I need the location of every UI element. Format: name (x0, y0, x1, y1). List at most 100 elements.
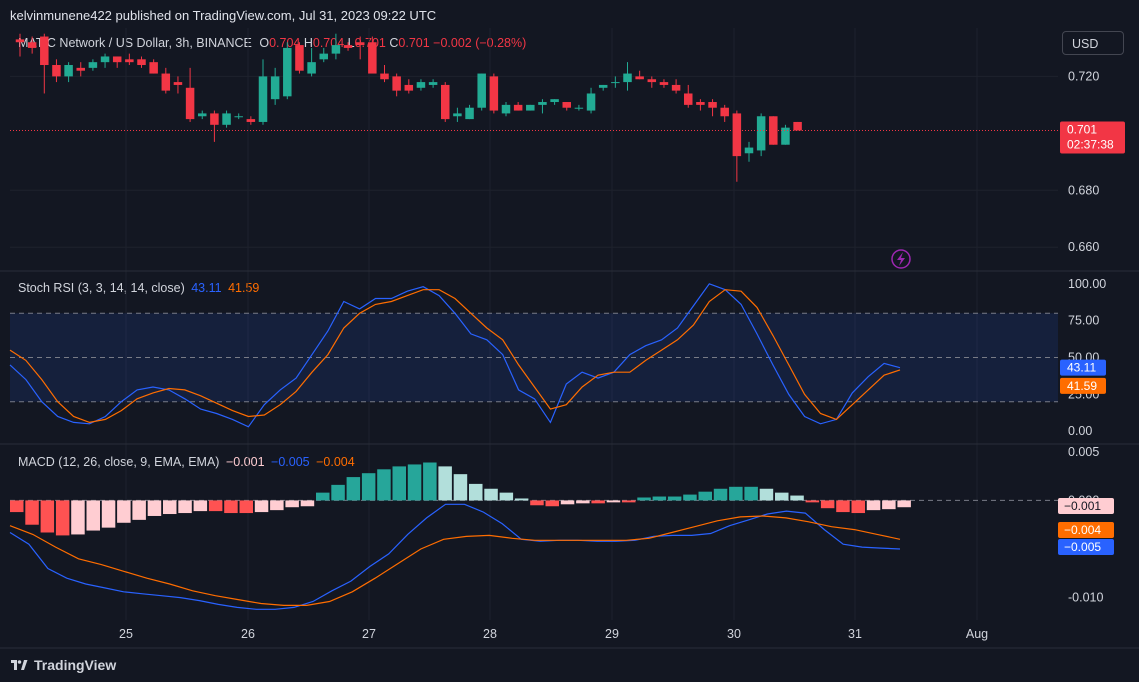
candle-body (708, 102, 717, 108)
macd-histogram-bar (851, 500, 865, 514)
candle-body (744, 147, 754, 154)
macd-legend: MACD (12, 26, close, 9, EMA, EMA) −0.001… (18, 455, 355, 469)
stoch-k-tag-value: 43.11 (1067, 361, 1096, 375)
candle-body (781, 127, 790, 145)
macd-histogram-bar (790, 495, 804, 501)
macd-histogram-bar (178, 500, 192, 514)
candle-body (441, 84, 450, 120)
macd-histogram-bar (514, 498, 529, 501)
candle-body (283, 47, 292, 97)
candle-body (234, 116, 243, 118)
stoch-d-line (9, 289, 901, 424)
candle-body (137, 59, 146, 66)
candle-body (246, 119, 256, 122)
chart-canvas[interactable]: 25 26 27 28 29 30 31 Aug0.7200.6800.6600.70102:… (0, 0, 1139, 650)
macd-histogram-bar (499, 492, 514, 501)
macd-histogram-bar (622, 500, 636, 503)
footer-brand-name: TradingView (34, 657, 117, 673)
symbol-name[interactable]: MATIC Network / US Dollar, 3h, BINANCE (18, 36, 252, 50)
candle-body (307, 62, 316, 74)
open-value: 0.704 (269, 36, 301, 50)
macd-histogram-bar (637, 497, 651, 501)
macd-histogram-bar (331, 484, 345, 501)
stoch-k-value: 43.11 (191, 281, 222, 295)
candle-body (538, 102, 547, 105)
candle-body (392, 76, 401, 91)
candle-body (343, 45, 353, 48)
macd-histogram-bar (729, 486, 743, 501)
candle-body (684, 93, 693, 105)
macd-histogram-bar (117, 500, 131, 523)
macd-name[interactable]: MACD (12, 26, close, 9, EMA, EMA) (18, 455, 220, 469)
macd-histogram-bar (346, 477, 361, 501)
candle-body (793, 121, 802, 131)
candle-body (76, 67, 85, 71)
stoch-d-tag (1060, 377, 1106, 394)
macd-histogram-bar (545, 500, 559, 507)
x-tick-label: 30 (727, 627, 741, 641)
candle-body (173, 82, 183, 85)
macd-histogram-bar (270, 500, 284, 511)
candle-body (453, 113, 462, 117)
candle-body (100, 56, 110, 63)
candle-body (526, 104, 535, 111)
candle-body (465, 107, 474, 120)
candle-body (769, 116, 778, 145)
candle-body (416, 82, 426, 88)
macd-histogram-bar (438, 466, 452, 501)
macd-histogram-bar (484, 488, 498, 501)
flash-icon[interactable] (891, 249, 911, 269)
low-label: L (347, 36, 355, 50)
candle-body (380, 73, 389, 80)
macd-histogram-bar (698, 491, 712, 501)
macd-histogram-bar (101, 500, 116, 528)
macd-histogram-bar (775, 492, 789, 501)
stoch-legend: Stoch RSI (3, 3, 14, 14, close) 43.11 41… (18, 281, 259, 295)
candle-body (198, 113, 207, 117)
x-tick-label: 26 (241, 627, 255, 641)
candle-body (295, 45, 304, 71)
stoch-d-tag-value: 41.59 (1067, 379, 1097, 393)
close-value: 0.701 (398, 36, 430, 50)
axes: 25 26 27 28 29 30 31 Aug 0.720 0.680 0.660 0.70102:… (119, 69, 1125, 641)
stoch-tick-label: 0.00 (1068, 424, 1092, 438)
currency-button[interactable]: USD (1062, 31, 1124, 55)
macd-histogram-bar (530, 500, 544, 506)
pane-dividers (0, 270, 1139, 649)
change-value: −0.002 (−0.28%) (433, 36, 527, 50)
price-tick-label: 0.680 (1068, 183, 1099, 197)
candle-body (52, 65, 61, 77)
macd-histogram-bar (576, 500, 590, 504)
macd-signal-tag-value: −0.004 (1064, 523, 1101, 537)
macd-histogram-bar (208, 500, 223, 512)
candle-body (88, 62, 98, 68)
stoch-k-line (9, 283, 901, 428)
candle-body (40, 36, 49, 66)
macd-histogram-bar (453, 474, 468, 501)
candle-body (732, 113, 742, 157)
candle-body (222, 113, 231, 125)
high-label: H (303, 36, 313, 50)
footer-brand[interactable]: TradingView (10, 656, 116, 674)
stoch-tick-label: 75.00 (1068, 314, 1099, 328)
macd-histogram-bar (652, 496, 667, 501)
candle-body (149, 62, 158, 74)
candle-body (331, 45, 341, 54)
macd-histogram-bar (361, 473, 376, 501)
candle-body (635, 76, 644, 80)
candle-body (185, 87, 195, 120)
candle-body (671, 84, 681, 91)
publisher-line: kelvinmunene422 published on TradingView… (10, 8, 437, 23)
close-label: C (389, 36, 399, 50)
candle-body (319, 53, 328, 60)
candle-body (611, 82, 620, 84)
last-price-value: 0.701 (1067, 122, 1097, 136)
price-legend: MATIC Network / US Dollar, 3h, BINANCE O… (18, 36, 526, 50)
macd-histogram-bar (591, 500, 605, 504)
stoch-name[interactable]: Stoch RSI (3, 3, 14, 14, close) (18, 281, 185, 295)
stoch-tick-label: 100.00 (1068, 277, 1106, 291)
macd-histogram-bar (193, 500, 208, 512)
macd-histogram-bar (683, 494, 697, 501)
candle-body (550, 99, 559, 103)
macd-signal-tag (1058, 522, 1114, 538)
